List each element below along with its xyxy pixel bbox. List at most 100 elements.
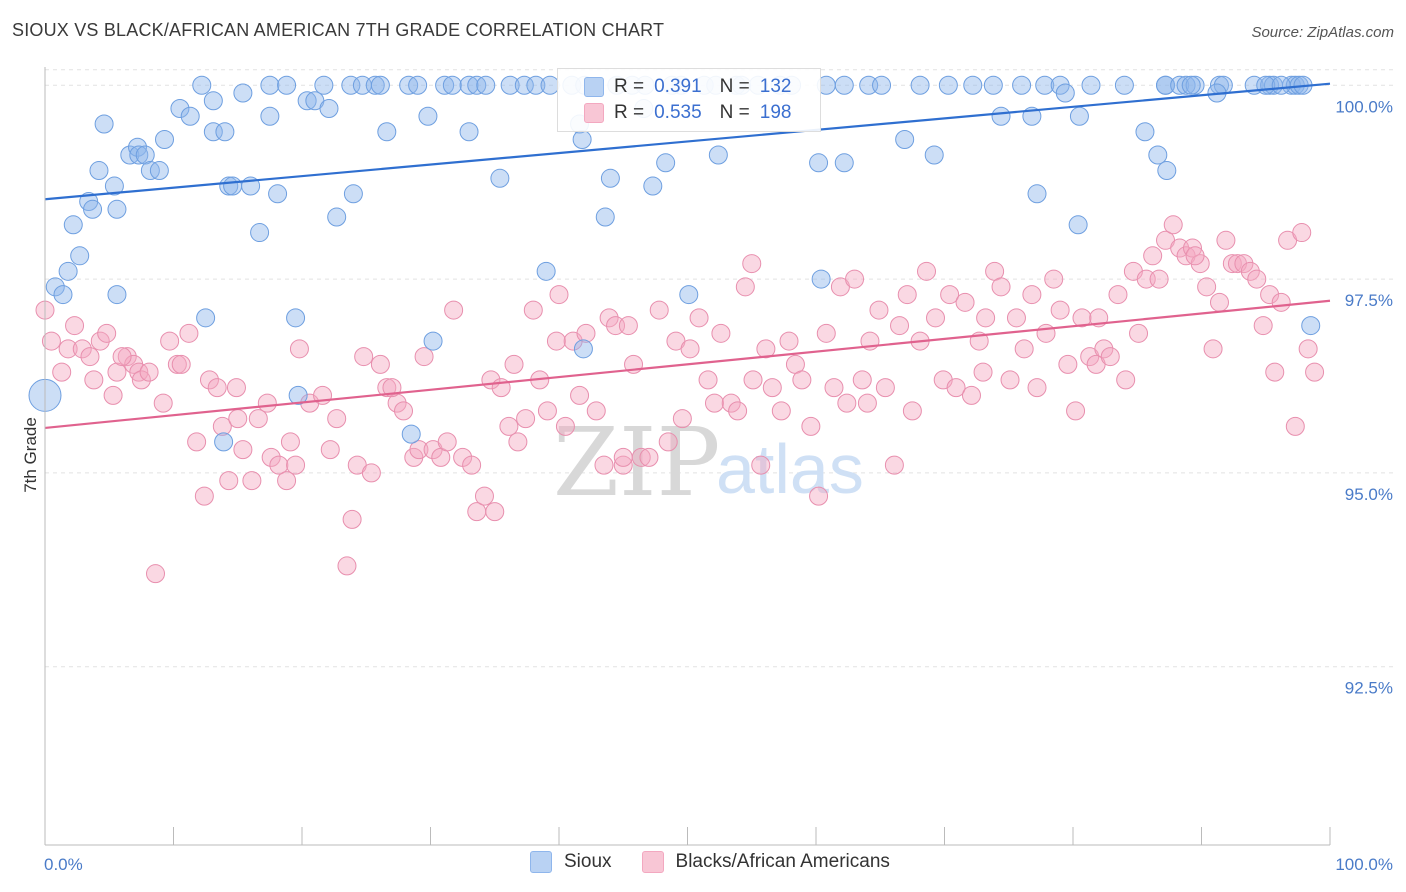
legend-n-value: 198 [759,102,792,123]
sioux-point [924,145,944,165]
black-point [852,370,872,390]
black-point [1271,292,1291,312]
black-point [117,347,137,367]
black-point [779,331,799,351]
black-point [946,378,966,398]
sioux-point [135,145,155,165]
sioux-point [250,223,270,243]
sioux-point [1135,122,1155,142]
sioux-trend-line [44,82,1331,201]
sioux-point [910,75,930,95]
sioux-point [679,285,699,305]
black-swatch [584,103,604,123]
sioux-point [1035,75,1055,95]
black-point [1240,261,1260,281]
black-point [504,354,524,374]
black-point [277,471,297,491]
black-point [570,385,590,405]
black-point [771,401,791,421]
black-point [537,401,557,421]
sioux-point [834,153,854,173]
black-point [742,254,762,274]
black-point [1234,254,1254,274]
black-point [139,362,159,382]
black-point [940,285,960,305]
black-point [409,440,429,460]
sioux-point [297,91,317,111]
black-point [516,409,536,429]
black-point [1265,362,1285,382]
black-point [242,471,262,491]
sioux-point [233,83,253,103]
black-point [1100,347,1120,367]
black-point [261,447,281,467]
black-point [991,277,1011,297]
black-point [153,393,173,413]
sioux-point [643,176,663,196]
legend-label-black: Blacks/African Americans [675,851,890,872]
black-point [613,447,633,467]
black-point [58,339,78,359]
sioux-point [327,207,347,227]
black-point [84,370,104,390]
source-label: Source: ZipAtlas.com [1251,24,1394,41]
black-point [1183,238,1203,258]
sioux-point [514,75,534,95]
sioux-point [442,75,462,95]
legend-n-label: N = [719,102,750,123]
black-point [721,393,741,413]
black-point [890,316,910,336]
chart-title: SIOUX VS BLACK/AFRICAN AMERICAN 7TH GRAD… [12,20,665,40]
black-point [1260,285,1280,305]
sioux-point [1012,75,1032,95]
sioux-point [107,285,127,305]
sioux-point [365,75,385,95]
sioux-point [58,261,78,281]
sioux-point [1148,145,1168,165]
sioux-point [203,91,223,111]
y-tick-label: 97.5% [1345,291,1393,310]
black-point [961,385,981,405]
sioux-point [1156,75,1176,95]
sioux-point [370,75,390,95]
black-point [576,323,596,343]
sioux-point [215,122,235,142]
black-point [523,300,543,320]
black-point [1036,323,1056,343]
black-point [499,416,519,436]
black-point [90,331,110,351]
sioux-point [600,168,620,188]
black-point [444,300,464,320]
sioux-point [1301,316,1321,336]
black-point [1006,308,1026,328]
sioux-point [1114,75,1134,95]
black-point [370,354,390,374]
black-point [1000,370,1020,390]
black-point [639,447,659,467]
sioux-point [107,199,127,219]
black-point [280,432,300,452]
black-point [394,401,414,421]
black-point [289,339,309,359]
black-point [508,432,528,452]
black-point [824,378,844,398]
black-point [377,378,397,398]
black-point [869,300,889,320]
black-point [354,347,374,367]
sioux-point [129,145,149,165]
black-point [286,455,306,475]
sioux-point [288,385,308,405]
black-point [228,409,248,429]
black-point [414,347,434,367]
black-point [1072,308,1092,328]
watermark-atlas: atlas [716,430,864,508]
black-point [618,316,638,336]
sioux-point [104,176,124,196]
black-point [875,378,895,398]
black-point [160,331,180,351]
sioux-point [155,130,175,150]
black-point [233,440,253,460]
black-point [845,269,865,289]
sioux-point [1081,75,1101,95]
black-point [546,331,566,351]
